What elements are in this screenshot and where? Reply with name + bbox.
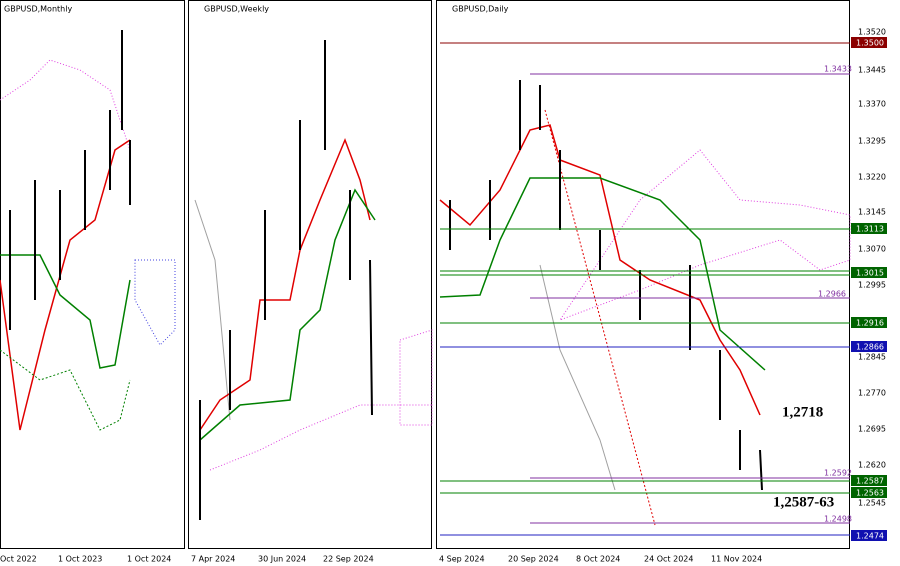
x-label: 22 Sep 2024 xyxy=(323,555,374,564)
level-box xyxy=(851,267,887,278)
level-label: 1.2563 xyxy=(856,489,884,498)
price-axis: 1.3520 1.3445 1.3370 1.3295 1.3220 1.314… xyxy=(858,28,886,508)
level-box xyxy=(851,341,887,352)
price-label: 1.3295 xyxy=(858,137,886,146)
daily-chart xyxy=(439,80,851,526)
level-box xyxy=(851,223,887,234)
level-lines xyxy=(440,42,850,536)
price-label: 1.2695 xyxy=(858,425,886,434)
monthly-chart xyxy=(0,30,176,431)
level-label: 1.2587 xyxy=(856,477,884,486)
price-label: 1.3220 xyxy=(858,173,886,182)
panel-title: GBPUSD,Weekly xyxy=(204,5,269,14)
price-label: 1.3520 xyxy=(858,28,886,37)
price-label: 1.3145 xyxy=(858,208,886,217)
x-label: 1 Oct 2024 xyxy=(127,555,171,564)
level-label: 1.2498 xyxy=(824,515,852,524)
price-label: 1.2845 xyxy=(858,353,886,362)
x-label: 11 Nov 2024 xyxy=(711,555,762,564)
x-label: 7 Apr 2024 xyxy=(191,555,235,564)
level-labels: 1.3500 1.3433 1.3113 1.3015 1.2966 1.291… xyxy=(818,37,887,541)
x-label: 20 Sep 2024 xyxy=(508,555,559,564)
level-label: 1.3433 xyxy=(824,65,852,74)
price-label: 1.3070 xyxy=(858,245,886,254)
level-box xyxy=(851,487,887,498)
level-box xyxy=(851,475,887,486)
level-box xyxy=(851,530,887,541)
level-label: 1.2592 xyxy=(824,469,852,478)
x-label: Oct 2022 xyxy=(0,555,37,564)
level-label: 1.2966 xyxy=(818,290,846,299)
x-label: 30 Jun 2024 xyxy=(258,555,306,564)
level-label: 1.3113 xyxy=(856,225,884,234)
x-label: 4 Sep 2024 xyxy=(439,555,485,564)
weekly-frame xyxy=(188,0,432,549)
price-label: 1.3370 xyxy=(858,100,886,109)
x-label: 1 Oct 2023 xyxy=(58,555,102,564)
annotation: 1,2587-63 xyxy=(773,494,834,510)
level-box xyxy=(851,317,887,328)
annotation: 1,2718 xyxy=(782,404,823,420)
price-label: 1.2545 xyxy=(858,499,886,508)
price-label: 1.3445 xyxy=(858,66,886,75)
price-label: 1.2620 xyxy=(858,461,886,470)
level-box xyxy=(851,37,887,48)
level-label: 1.3500 xyxy=(856,39,884,48)
panel-title: GBPUSD,Daily xyxy=(452,5,509,14)
monthly-frame xyxy=(0,0,185,549)
x-label: 8 Oct 2024 xyxy=(576,555,620,564)
level-label: 1.2474 xyxy=(856,532,884,541)
level-label: 1.2916 xyxy=(856,319,884,328)
weekly-chart xyxy=(194,40,433,520)
level-label: 1.3015 xyxy=(856,269,884,278)
x-label: 24 Oct 2024 xyxy=(644,555,693,564)
level-label: 1.2866 xyxy=(856,343,884,352)
price-label: 1.2770 xyxy=(858,389,886,398)
price-label: 1.2995 xyxy=(858,281,886,290)
panel-title: GBPUSD,Monthly xyxy=(4,5,72,14)
